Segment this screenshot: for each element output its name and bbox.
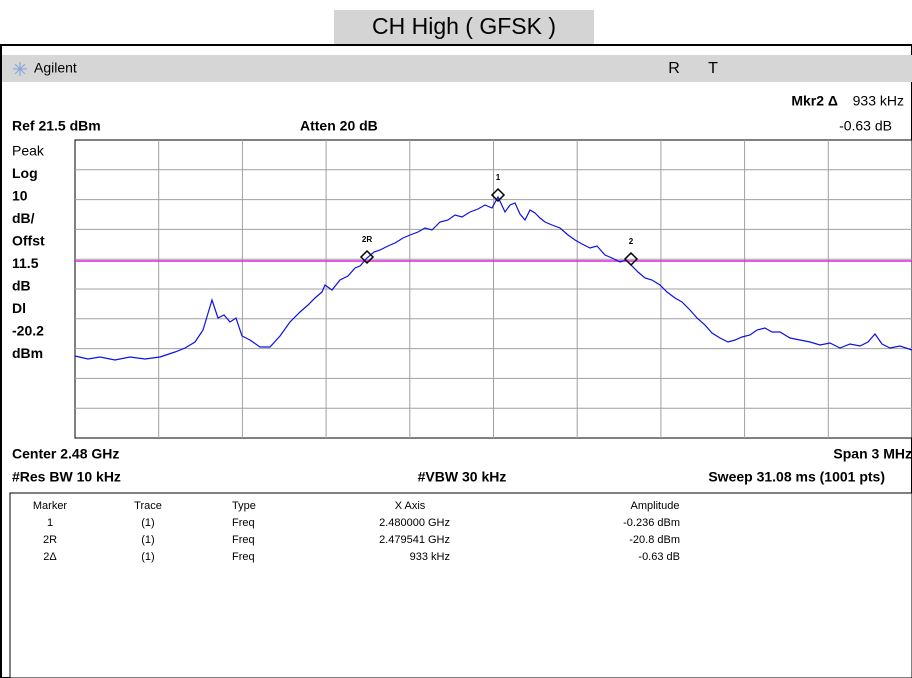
table-cell: Freq [232,551,255,563]
table-cell: (1) [141,534,154,546]
ref-level: Ref 21.5 dBm [12,118,101,134]
side-label: dB/ [12,210,35,226]
marker-diamond [623,251,639,267]
marker-label: 2R [362,235,372,244]
side-label: -20.2 [12,323,44,339]
trace-markers: 1 2R 2 [359,173,639,267]
footer-sweep: Sweep 31.08 ms (1001 pts) [708,469,885,485]
table-cell: 1 [47,517,53,529]
status: T [708,60,718,77]
side-label: dBm [12,345,43,361]
marker-diamond [359,249,375,265]
table-cell: 2Δ [43,551,57,563]
footer-res-bw: #Res BW 10 kHz [12,469,121,485]
table-cell: 933 kHz [410,551,450,563]
trace [74,195,912,361]
side-label: Log [12,165,38,181]
side-label: 10 [12,188,28,204]
marker-label: Mkr2 Δ [791,93,838,109]
status: R [668,60,680,77]
marker-table [9,492,912,678]
atten: Atten 20 dB [300,118,378,134]
side-label: Offst [12,233,45,249]
footer-center: Center 2.48 GHz [12,446,119,462]
table-cell: Freq [232,517,255,529]
table-cell: -0.63 dB [638,551,680,563]
footer-vbw: #VBW 30 kHz [418,469,507,485]
title: CH High ( GFSK ) [372,13,556,39]
marker-label: 2 [629,237,634,246]
table-cell: (1) [141,551,154,563]
marker-freq: 933 kHz [853,93,904,109]
title-bg [334,10,594,44]
table-cell: 2.480000 GHz [379,517,450,529]
side-label: dB [12,278,31,294]
marker-label: 1 [496,173,501,182]
table-header: Type [232,500,256,512]
marker-amp: -0.63 dB [839,118,892,134]
table-header: X Axis [395,500,426,512]
table-header: Trace [134,500,162,512]
table-cell: 2.479541 GHz [379,534,450,546]
table-cell: (1) [141,517,154,529]
footer-span: Span 3 MHz [833,446,912,462]
brand: Agilent [34,60,77,76]
table-header: Amplitude [631,500,680,512]
table-body: Marker Trace Type X Axis Amplitude 1 (1) Freq 2.… [33,500,680,563]
table-header: Marker [33,500,68,512]
table-cell: -20.8 dBm [629,534,680,546]
header-bar [2,55,912,82]
table-cell: -0.236 dBm [623,517,680,529]
side-label: Dl [12,300,26,316]
marker-diamond [490,187,506,203]
table-cell: 2R [43,534,57,546]
table-cell: Freq [232,534,255,546]
side-label: Peak [12,143,45,159]
logo [13,62,27,76]
graticule [74,139,912,439]
side-label: 11.5 [12,255,39,271]
